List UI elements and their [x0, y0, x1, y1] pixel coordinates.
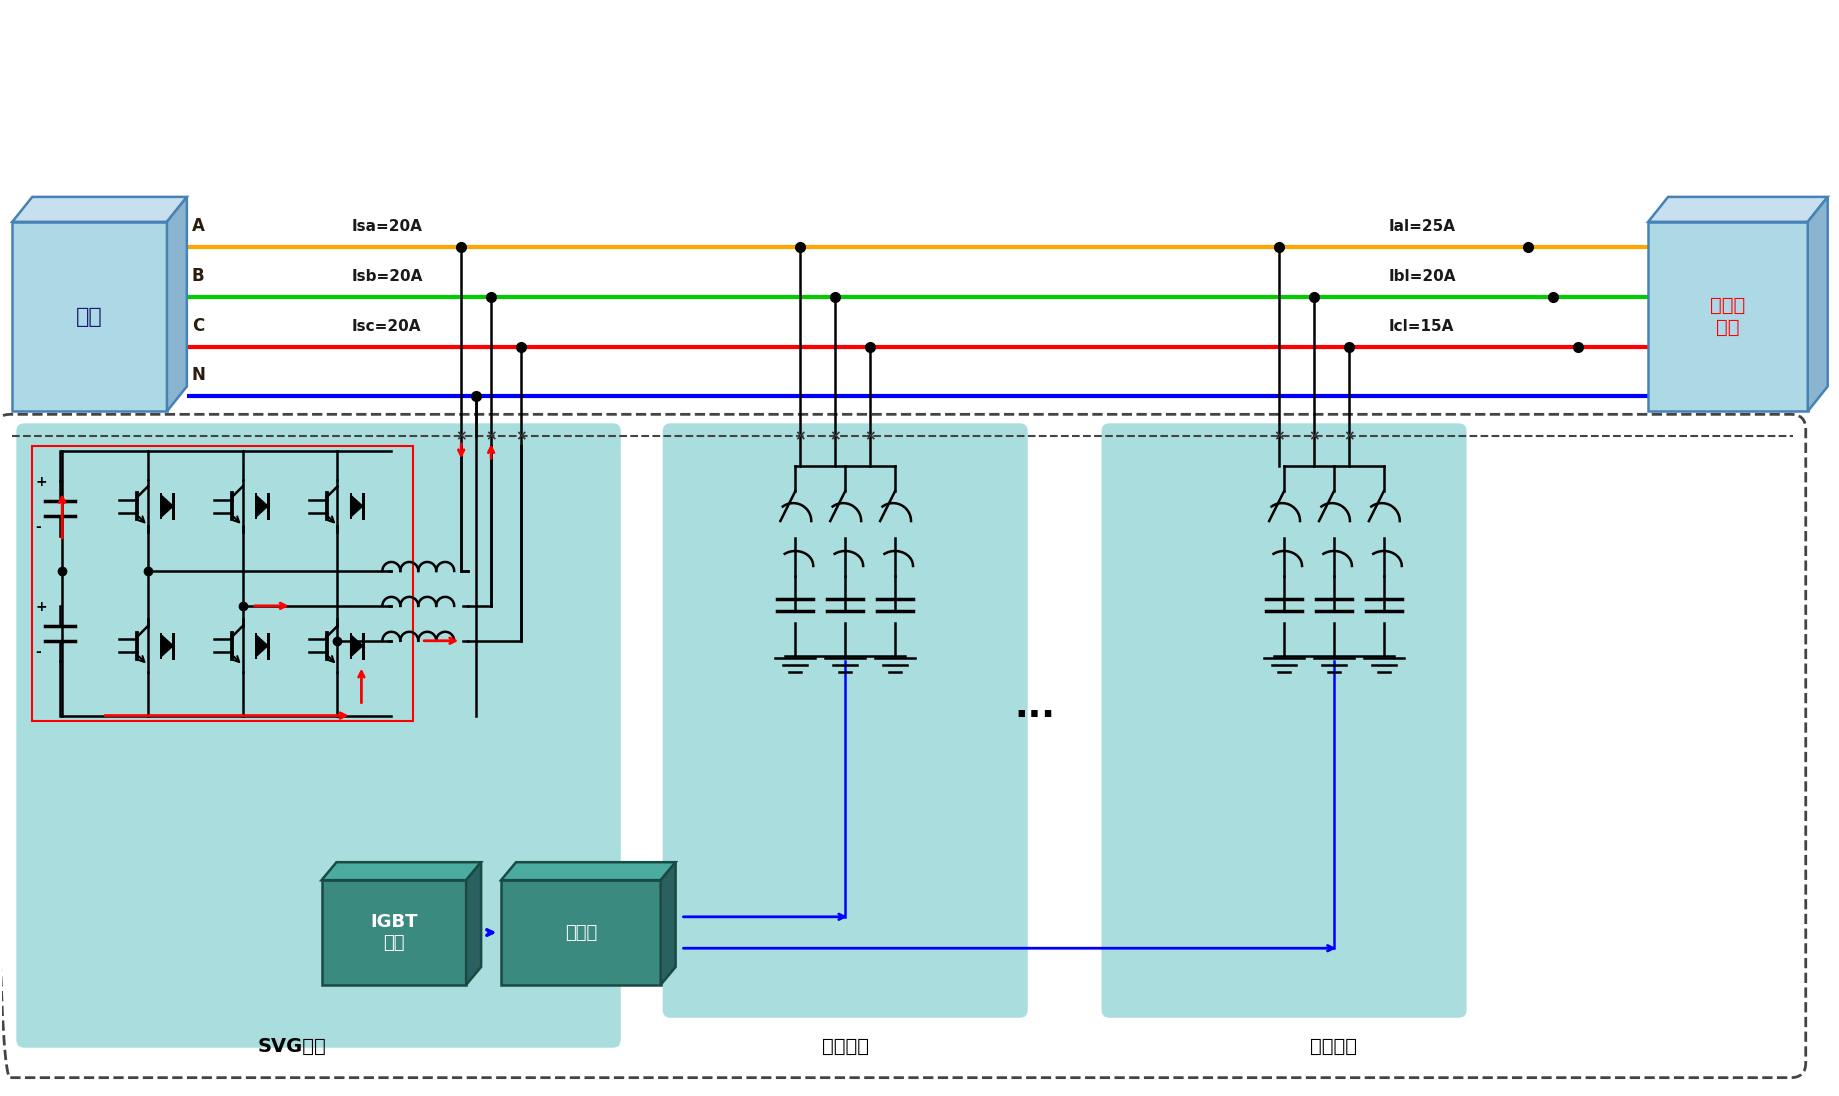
Text: Isb=20A: Isb=20A	[351, 269, 423, 284]
Text: 电容支路: 电容支路	[1311, 1037, 1357, 1057]
Polygon shape	[351, 495, 362, 517]
Polygon shape	[322, 880, 465, 985]
Text: C: C	[191, 317, 204, 334]
Polygon shape	[1808, 197, 1828, 411]
Text: Ibl=20A: Ibl=20A	[1388, 269, 1456, 284]
Text: ···: ···	[1015, 698, 1056, 732]
Text: Isa=20A: Isa=20A	[351, 219, 423, 233]
Text: -: -	[35, 520, 40, 534]
Polygon shape	[351, 635, 362, 657]
Text: 电网: 电网	[75, 307, 103, 327]
Text: ×: ×	[794, 430, 805, 443]
Polygon shape	[500, 863, 675, 880]
Polygon shape	[256, 635, 268, 657]
FancyBboxPatch shape	[1102, 423, 1468, 1018]
Text: N: N	[191, 366, 206, 385]
Polygon shape	[660, 863, 675, 985]
Text: Isc=20A: Isc=20A	[351, 319, 421, 333]
Polygon shape	[162, 635, 173, 657]
Text: +: +	[35, 600, 46, 614]
Text: A: A	[191, 217, 204, 235]
Text: ×: ×	[1308, 430, 1320, 443]
Text: IGBT
驱动: IGBT 驱动	[370, 913, 417, 952]
Polygon shape	[13, 197, 188, 221]
Text: 控制器: 控制器	[565, 924, 598, 941]
Polygon shape	[1648, 221, 1808, 411]
Text: ×: ×	[864, 430, 875, 443]
Text: ×: ×	[515, 430, 526, 443]
Text: ×: ×	[485, 430, 497, 443]
Polygon shape	[1648, 197, 1828, 221]
Text: ×: ×	[1342, 430, 1355, 443]
Text: +: +	[35, 476, 46, 489]
Text: ×: ×	[829, 430, 840, 443]
Text: Icl=15A: Icl=15A	[1388, 319, 1455, 333]
Text: SVG支路: SVG支路	[257, 1037, 326, 1057]
Polygon shape	[322, 863, 482, 880]
Text: 电容支路: 电容支路	[822, 1037, 868, 1057]
Polygon shape	[13, 221, 167, 411]
Polygon shape	[162, 495, 173, 517]
Text: B: B	[191, 266, 204, 285]
Polygon shape	[500, 880, 660, 985]
Text: 不平衡
负载: 不平衡 负载	[1710, 296, 1745, 338]
Polygon shape	[167, 197, 188, 411]
Polygon shape	[256, 495, 268, 517]
Text: Ial=25A: Ial=25A	[1388, 219, 1456, 233]
Text: -: -	[35, 644, 40, 659]
Text: ×: ×	[1273, 430, 1285, 443]
FancyBboxPatch shape	[662, 423, 1028, 1018]
FancyBboxPatch shape	[17, 423, 622, 1048]
Text: ×: ×	[456, 430, 467, 443]
Polygon shape	[465, 863, 482, 985]
